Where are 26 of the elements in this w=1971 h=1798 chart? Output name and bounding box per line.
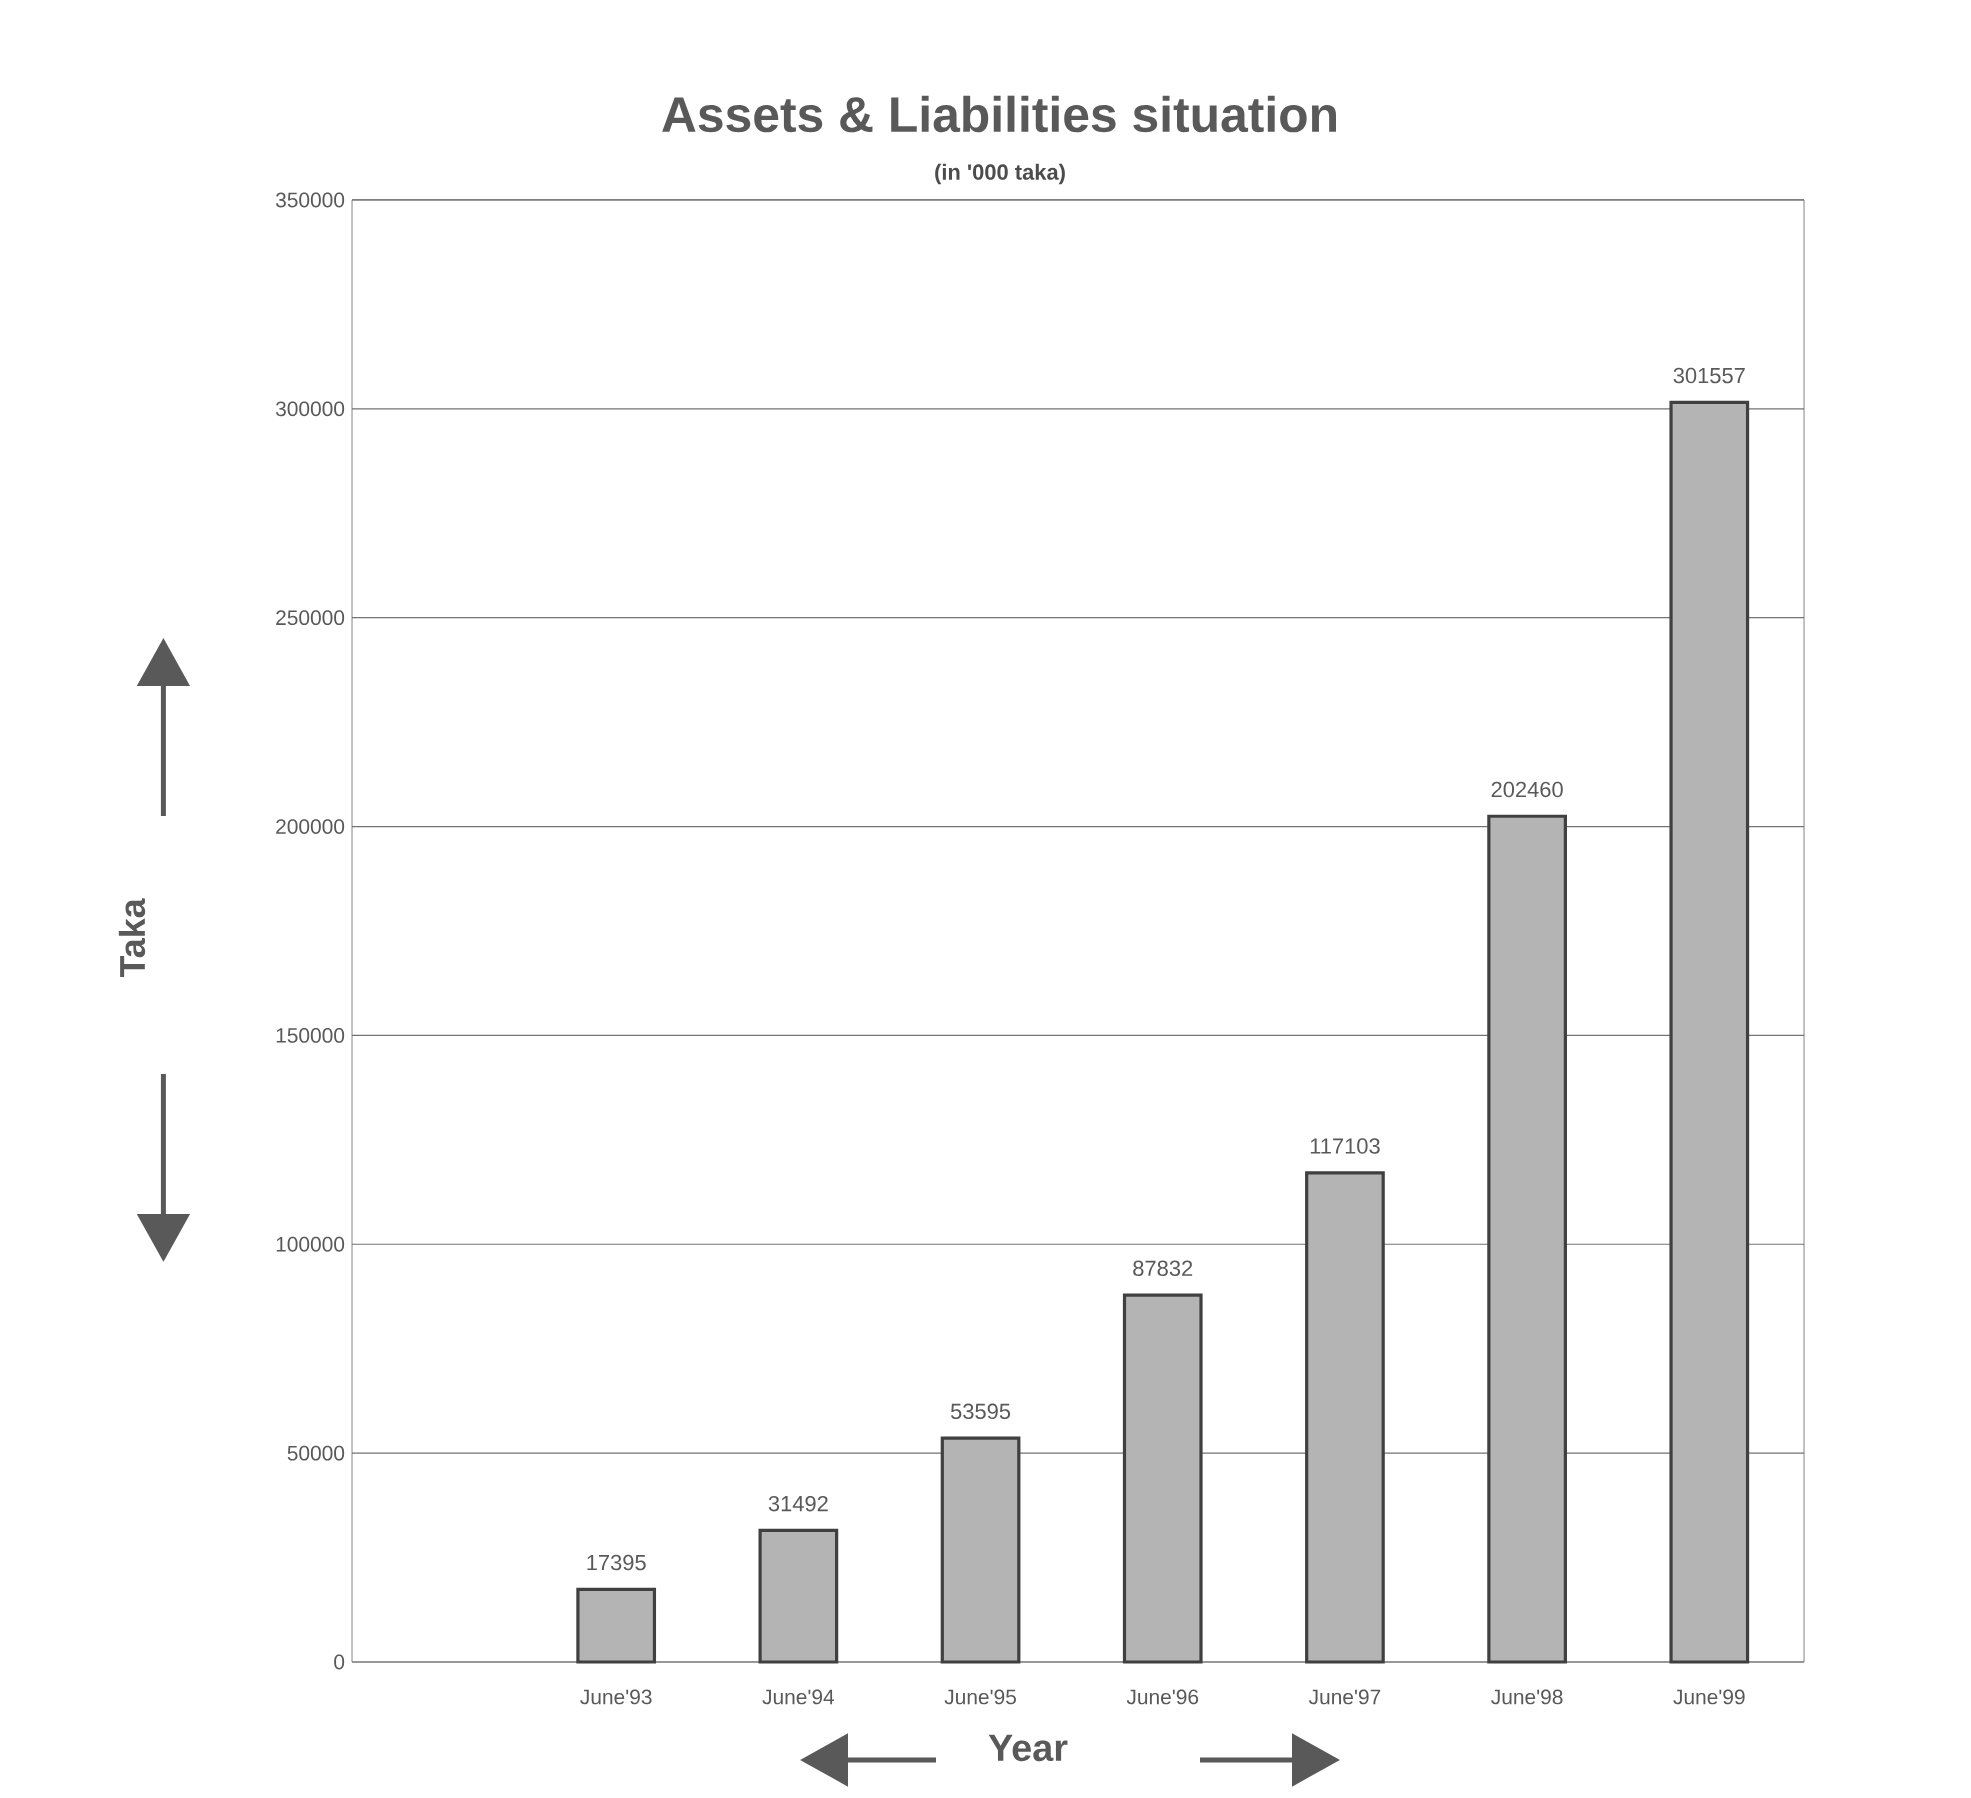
data-label: 301557 [1673, 367, 1745, 384]
data-label: 31492 [768, 1495, 828, 1512]
y-tick-label: 100000 [276, 1236, 345, 1252]
chart-title: Assets & Liabilities situation [662, 95, 1336, 133]
y-tick-label: 50000 [287, 1445, 345, 1461]
data-label: 117103 [1310, 1138, 1380, 1154]
chart-subtitle: (in '000 taka) [935, 163, 1065, 185]
x-tick-label: June'97 [1308, 1689, 1381, 1705]
data-label: 87832 [1133, 1260, 1193, 1277]
x-tick-label: June'94 [762, 1689, 835, 1705]
data-label: 53595 [950, 1403, 1011, 1420]
x-tick-label: June'98 [1491, 1689, 1563, 1705]
y-tick-label: 350000 [275, 192, 345, 208]
data-label: 17395 [587, 1554, 646, 1571]
y-tick-label: 150000 [276, 1028, 345, 1043]
x-axis-title: Year [988, 1734, 1068, 1762]
x-tick-label: June'96 [1126, 1689, 1199, 1705]
y-tick-label: 250000 [276, 610, 345, 626]
y-tick-label: 0 [334, 1654, 345, 1670]
data-label: 202460 [1491, 781, 1563, 798]
x-tick-label: June'99 [1673, 1689, 1745, 1705]
y-tick-label: 300000 [275, 401, 345, 417]
x-tick-label: June'95 [944, 1689, 1016, 1705]
y-tick-label: 200000 [276, 819, 345, 834]
x-tick-label: June'93 [580, 1689, 652, 1705]
y-axis-title: Taka [118, 898, 146, 978]
